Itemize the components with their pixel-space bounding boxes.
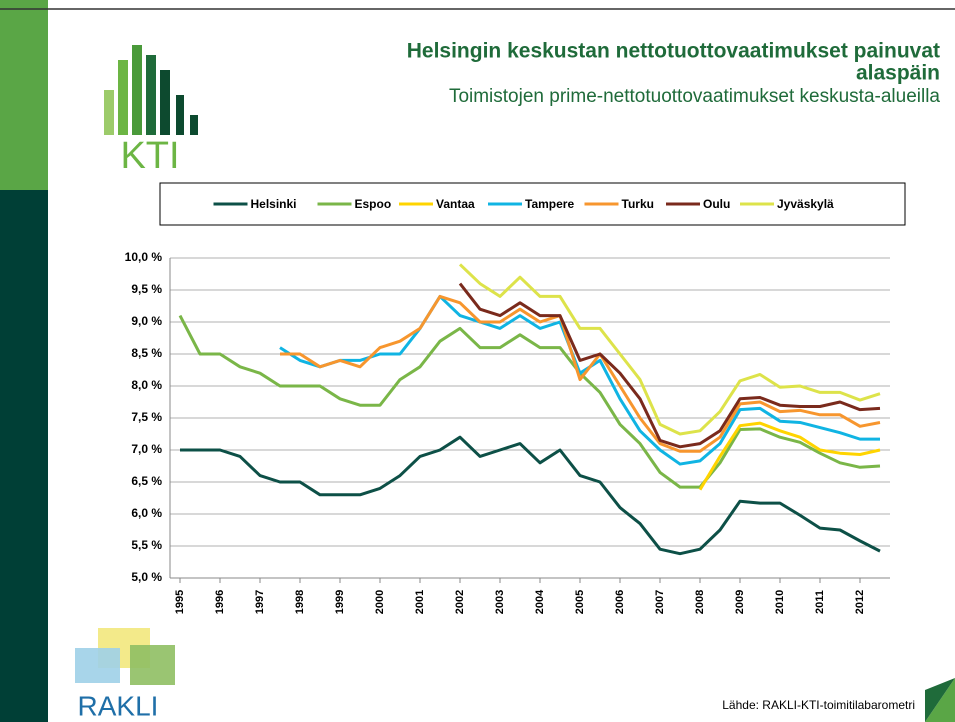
y-tick-label: 8,0 % [131, 378, 162, 392]
legend-label: Espoo [355, 197, 392, 211]
y-tick-label: 7,0 % [131, 442, 162, 456]
legend-label: Jyväskylä [777, 197, 834, 211]
x-tick-label: 2010 [774, 590, 786, 614]
y-tick-label: 7,5 % [131, 410, 162, 424]
sidebar-accent [0, 0, 48, 190]
legend-label: Turku [622, 197, 654, 211]
y-tick-label: 10,0 % [125, 250, 163, 264]
x-tick-label: 2003 [494, 590, 506, 614]
line-series [698, 421, 881, 491]
x-tick-label: 2006 [614, 590, 626, 614]
subtitle: Toimistojen prime-nettotuottovaatimukset… [449, 86, 940, 107]
logo-text: RAKLI [78, 690, 159, 721]
x-tick-label: 2004 [534, 589, 546, 614]
legend-label: Vantaa [436, 197, 475, 211]
legend-label: Helsinki [251, 197, 297, 211]
line-series [458, 282, 881, 449]
y-tick-label: 8,5 % [131, 346, 162, 360]
kti-logo: KTI [104, 45, 198, 177]
x-tick-label: 2011 [814, 590, 826, 614]
legend-box [159, 182, 906, 226]
x-tick-label: 1995 [174, 590, 186, 614]
line-series [280, 294, 881, 453]
y-tick-label: 5,0 % [131, 570, 162, 584]
logo-text: KTI [120, 135, 179, 177]
legend-label: Tampere [525, 197, 574, 211]
y-tick-label: 5,5 % [131, 538, 162, 552]
x-tick-label: 2012 [854, 590, 866, 614]
x-tick-label: 2000 [374, 590, 386, 614]
x-tick-label: 1997 [254, 590, 266, 614]
corner-triangle-dark [925, 678, 955, 722]
y-tick-label: 6,0 % [131, 506, 162, 520]
line-series [180, 435, 881, 556]
x-tick-label: 1999 [334, 590, 346, 614]
source: Lähde: RAKLI-KTI-toimitilabarometri [722, 698, 915, 712]
legend-label: Oulu [703, 197, 730, 211]
title-line1: Helsingin keskustan nettotuottovaatimuks… [407, 40, 940, 63]
rakli-logo: RAKLI [75, 628, 175, 721]
title-line2: alaspäin [856, 62, 940, 85]
x-tick-label: 1998 [294, 590, 306, 614]
x-tick-label: 1996 [214, 590, 226, 614]
line-series [178, 314, 881, 489]
x-tick-label: 2009 [734, 590, 746, 614]
x-tick-label: 2002 [454, 590, 466, 614]
x-tick-label: 2001 [414, 590, 426, 614]
x-tick-label: 2005 [574, 590, 586, 614]
line-series [458, 263, 881, 436]
y-tick-label: 9,5 % [131, 282, 162, 296]
y-tick-label: 6,5 % [131, 474, 162, 488]
x-tick-label: 2008 [694, 590, 706, 614]
y-tick-label: 9,0 % [131, 314, 162, 328]
line-series [279, 294, 880, 466]
x-tick-label: 2007 [654, 590, 666, 614]
